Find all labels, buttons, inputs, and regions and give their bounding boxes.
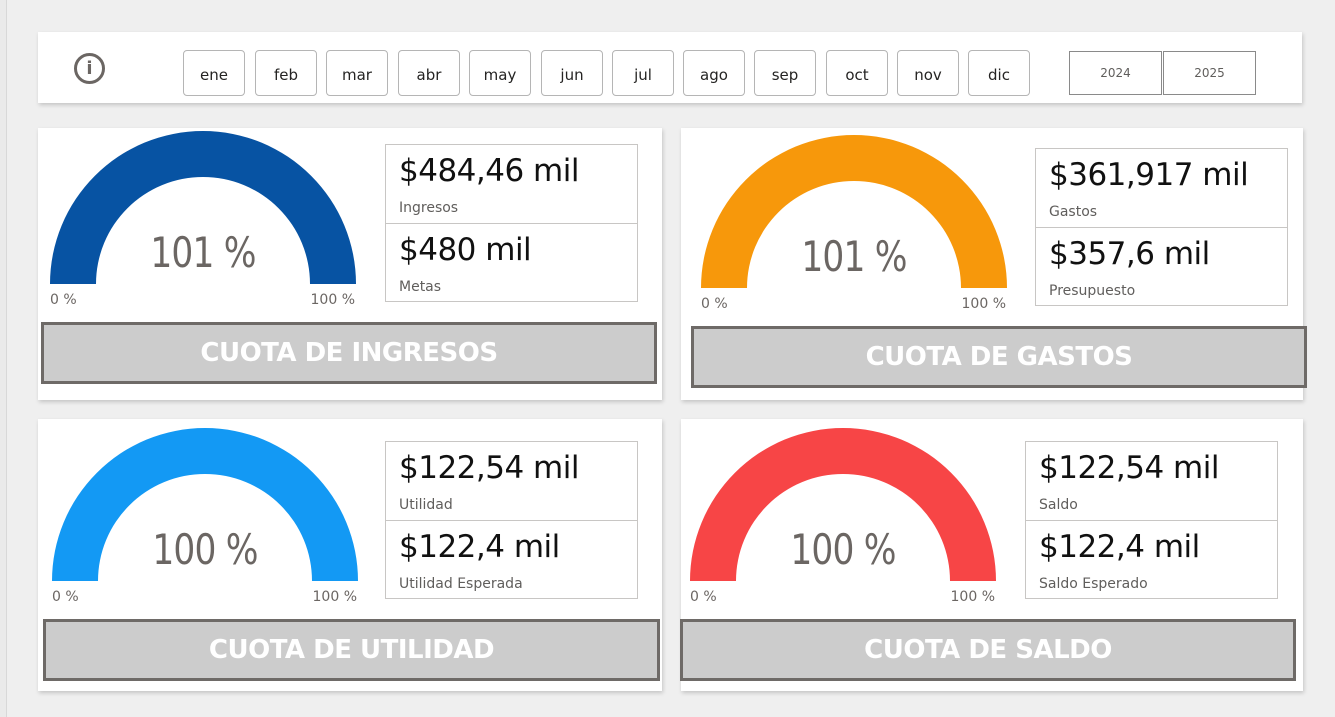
kpi-row-target: $122,4 mil Saldo Esperado — [1026, 520, 1277, 598]
gauge-value: 100 % — [152, 525, 258, 574]
kpi-card-utilidad: $122,54 mil Utilidad $122,4 mil Utilidad… — [385, 441, 638, 599]
kpi-label: Presupuesto — [1049, 283, 1136, 299]
month-button-dic[interactable]: dic — [968, 50, 1030, 96]
year-button-2025[interactable]: 2025 — [1163, 51, 1256, 95]
gauge-value: 101 % — [801, 232, 907, 281]
gauge-arc — [50, 131, 356, 284]
kpi-label: Gastos — [1049, 204, 1098, 220]
month-button-ene[interactable]: ene — [183, 50, 245, 96]
kpi-card-gastos: $361,917 mil Gastos $357,6 mil Presupues… — [1035, 148, 1288, 306]
month-button-jul[interactable]: jul — [612, 50, 674, 96]
card-title-saldo[interactable]: CUOTA DE SALDO — [680, 619, 1296, 681]
gauge-min-label: 0 % — [50, 292, 77, 308]
kpi-value: $484,46 mil — [399, 153, 579, 189]
kpi-label: Saldo Esperado — [1039, 576, 1148, 592]
kpi-value: $122,4 mil — [1039, 529, 1200, 565]
gauge-utilidad: 100 % 0 % 100 % — [51, 427, 359, 607]
kpi-value: $361,917 mil — [1049, 157, 1249, 193]
gauge-arc — [690, 428, 996, 581]
month-button-feb[interactable]: feb — [255, 50, 317, 96]
kpi-label: Metas — [399, 279, 442, 295]
kpi-row-actual: $122,54 mil Utilidad — [386, 442, 637, 520]
month-button-nov[interactable]: nov — [897, 50, 959, 96]
gauge-value: 101 % — [150, 228, 256, 277]
month-button-may[interactable]: may — [469, 50, 531, 96]
gauge-ingresos: 101 % 0 % 100 % — [49, 130, 357, 310]
kpi-row-target: $480 mil Metas — [386, 223, 637, 301]
gauge-max-label: 100 % — [310, 292, 355, 308]
month-button-oct[interactable]: oct — [826, 50, 888, 96]
card-title-ingresos[interactable]: CUOTA DE INGRESOS — [41, 322, 657, 384]
kpi-row-target: $357,6 mil Presupuesto — [1036, 227, 1287, 305]
kpi-row-actual: $361,917 mil Gastos — [1036, 149, 1287, 227]
gauge-arc — [52, 428, 358, 581]
gauge-min-label: 0 % — [690, 589, 717, 605]
month-button-ago[interactable]: ago — [683, 50, 745, 96]
kpi-value: $122,54 mil — [1039, 450, 1219, 486]
kpi-label: Saldo — [1039, 497, 1078, 513]
year-button-2024[interactable]: 2024 — [1069, 51, 1162, 95]
info-icon[interactable]: i — [74, 53, 105, 84]
kpi-card-ingresos: $484,46 mil Ingresos $480 mil Metas — [385, 144, 638, 302]
month-button-abr[interactable]: abr — [398, 50, 460, 96]
month-button-mar[interactable]: mar — [326, 50, 388, 96]
gauge-gastos: 101 % 0 % 100 % — [700, 134, 1008, 314]
kpi-value: $480 mil — [399, 232, 532, 268]
kpi-value: $122,54 mil — [399, 450, 579, 486]
card-title-gastos[interactable]: CUOTA DE GASTOS — [691, 326, 1307, 388]
gauge-value: 100 % — [790, 525, 896, 574]
kpi-card-saldo: $122,54 mil Saldo $122,4 mil Saldo Esper… — [1025, 441, 1278, 599]
kpi-row-actual: $122,54 mil Saldo — [1026, 442, 1277, 520]
gauge-max-label: 100 % — [312, 589, 357, 605]
gauge-arc — [701, 135, 1007, 288]
kpi-label: Utilidad Esperada — [399, 576, 523, 592]
kpi-label: Ingresos — [399, 200, 459, 216]
gauge-min-label: 0 % — [701, 296, 728, 312]
gauge-min-label: 0 % — [52, 589, 79, 605]
kpi-row-target: $122,4 mil Utilidad Esperada — [386, 520, 637, 598]
card-title-utilidad[interactable]: CUOTA DE UTILIDAD — [43, 619, 660, 681]
month-button-sep[interactable]: sep — [754, 50, 816, 96]
kpi-value: $122,4 mil — [399, 529, 560, 565]
gauge-max-label: 100 % — [950, 589, 995, 605]
gauge-saldo: 100 % 0 % 100 % — [689, 427, 997, 607]
kpi-value: $357,6 mil — [1049, 236, 1210, 272]
kpi-label: Utilidad — [399, 497, 453, 513]
kpi-row-actual: $484,46 mil Ingresos — [386, 145, 637, 223]
gauge-max-label: 100 % — [961, 296, 1006, 312]
month-button-jun[interactable]: jun — [541, 50, 603, 96]
